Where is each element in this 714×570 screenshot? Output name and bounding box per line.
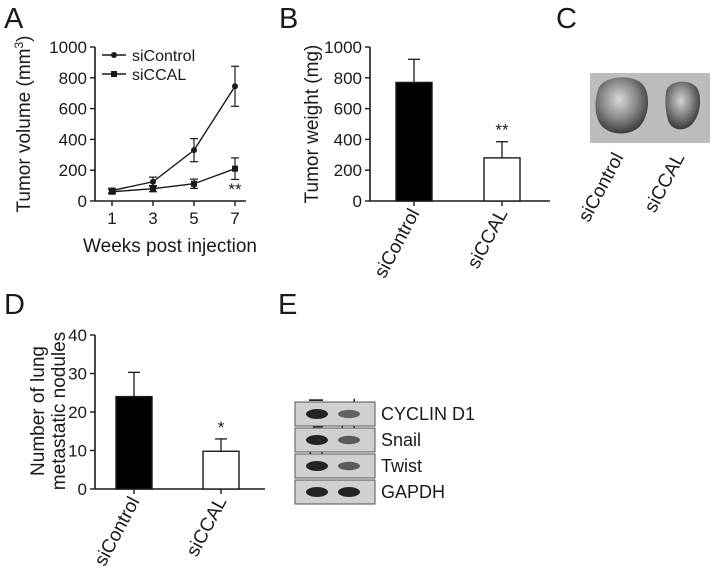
chart-a-point-siCCAL — [191, 180, 197, 187]
chart-a-point-siCCAL — [109, 188, 115, 195]
chart-b-bar-siControl — [395, 81, 433, 202]
chart-b-ytick-label: 0 — [353, 192, 362, 211]
chart-a-series-line-siControl — [111, 85, 236, 192]
panel-letter-c: C — [556, 3, 577, 35]
chart-a-ytick-label: 400 — [59, 130, 87, 149]
panel-c-label-sicontrol: siControl — [575, 149, 629, 225]
chart-d-bar-siCCAL — [202, 450, 240, 490]
chart-a-ytick-label: 800 — [59, 69, 87, 88]
blot-band — [306, 409, 328, 419]
chart-b-ylabel: Tumor weight (mg) — [302, 45, 323, 204]
blot-band — [306, 487, 328, 497]
chart-a-legend-marker — [111, 52, 117, 58]
chart-a-ytick-label: 1000 — [49, 38, 87, 57]
blot-band — [338, 435, 360, 445]
chart-b-xtick-label: siControl — [371, 205, 425, 281]
chart-a-point-siControl — [150, 178, 156, 185]
chart-a-legend-label: siCCAL — [132, 67, 186, 84]
chart-d-significance: * — [218, 418, 225, 437]
chart-d-bar-siControl — [115, 395, 153, 490]
chart-a-xlabel: Weeks post injection — [83, 236, 257, 257]
chart-b-ytick-label: 200 — [334, 161, 362, 180]
chart-a-point-siControl — [232, 83, 238, 90]
blot-band — [338, 487, 360, 497]
chart-d-ylabel-line2: metastatic nodules — [49, 332, 70, 490]
chart-a-xtick-label: 7 — [230, 209, 239, 228]
chart-a-xtick-label: 5 — [189, 209, 198, 228]
panel-c-label-siccal: siCCAL — [641, 149, 690, 216]
chart-a-ytick-label: 0 — [78, 192, 87, 211]
chart-d-xtick-label: siCCAL — [183, 493, 232, 560]
chart-b-significance: ** — [495, 121, 509, 140]
blot-band — [306, 435, 328, 445]
blot-row-label: GAPDH — [381, 482, 445, 502]
panel-letter-a: A — [4, 3, 24, 35]
chart-a-point-siCCAL — [150, 185, 156, 192]
chart-b-ytick-label: 1000 — [324, 38, 362, 57]
chart-a-legend-label: siControl — [132, 48, 195, 65]
blot-row-label: Twist — [381, 456, 422, 476]
blot-band — [306, 461, 328, 471]
chart-a-xtick-label: 1 — [107, 209, 116, 228]
chart-b-ytick-label: 800 — [334, 69, 362, 88]
chart-a-legend-marker — [111, 71, 117, 77]
blot-row-label: CYCLIN D1 — [381, 404, 475, 424]
chart-d-metastatic-nodules: Number of lung metastatic nodules 0 10 20 3… — [28, 326, 265, 570]
tumor-image-sicontrol — [595, 77, 649, 134]
chart-d-ytick-label: 40 — [68, 326, 87, 345]
blot-band — [338, 461, 360, 471]
chart-d-ytick-label: 0 — [78, 480, 87, 499]
chart-d-ytick-label: 10 — [68, 442, 87, 461]
chart-b-xtick-label: siCCAL — [464, 205, 513, 272]
chart-a-ytick-label: 600 — [59, 100, 87, 119]
panel-c-tumor-photo: siControl siCCAL — [575, 73, 710, 226]
chart-a-significance: ** — [228, 180, 242, 199]
chart-b-tumor-weight: Tumor weight (mg) 0 200 400 600 800 1000 siCon… — [302, 38, 550, 282]
chart-d-ylabel-line1: Number of lung — [28, 346, 49, 476]
blot-row-label: Snail — [381, 430, 421, 450]
chart-b-ytick-label: 600 — [334, 100, 362, 119]
chart-d-ytick-label: 20 — [68, 403, 87, 422]
chart-a-series-line-siCCAL — [111, 168, 236, 193]
panel-e-western-blot: siControl siCCAL CYCLIN D1SnailTwistGAPD… — [294, 398, 475, 505]
panel-letter-d: D — [4, 289, 25, 321]
chart-b-ytick-label: 400 — [334, 130, 362, 149]
chart-d-xtick-label: siControl — [91, 493, 145, 569]
chart-a-ytick-label: 200 — [59, 161, 87, 180]
chart-b-bar-siCCAL — [483, 157, 521, 202]
chart-a-tumor-volume: Tumor volume (mm3) Weeks post injection … — [12, 36, 257, 258]
chart-a-significance: * — [191, 180, 198, 199]
chart-d-ytick-label: 30 — [68, 365, 87, 384]
chart-a-point-siControl — [191, 147, 197, 154]
tumor-image-siccal — [665, 81, 701, 130]
chart-a-point-siCCAL — [232, 165, 238, 172]
chart-a-xtick-label: 3 — [148, 209, 157, 228]
chart-a-ylabel: Tumor volume (mm3) — [12, 36, 35, 213]
blot-band — [338, 409, 360, 419]
blot-strip-GAPDH — [294, 479, 376, 505]
panel-letter-e: E — [278, 289, 297, 321]
panel-letter-b: B — [279, 3, 298, 35]
